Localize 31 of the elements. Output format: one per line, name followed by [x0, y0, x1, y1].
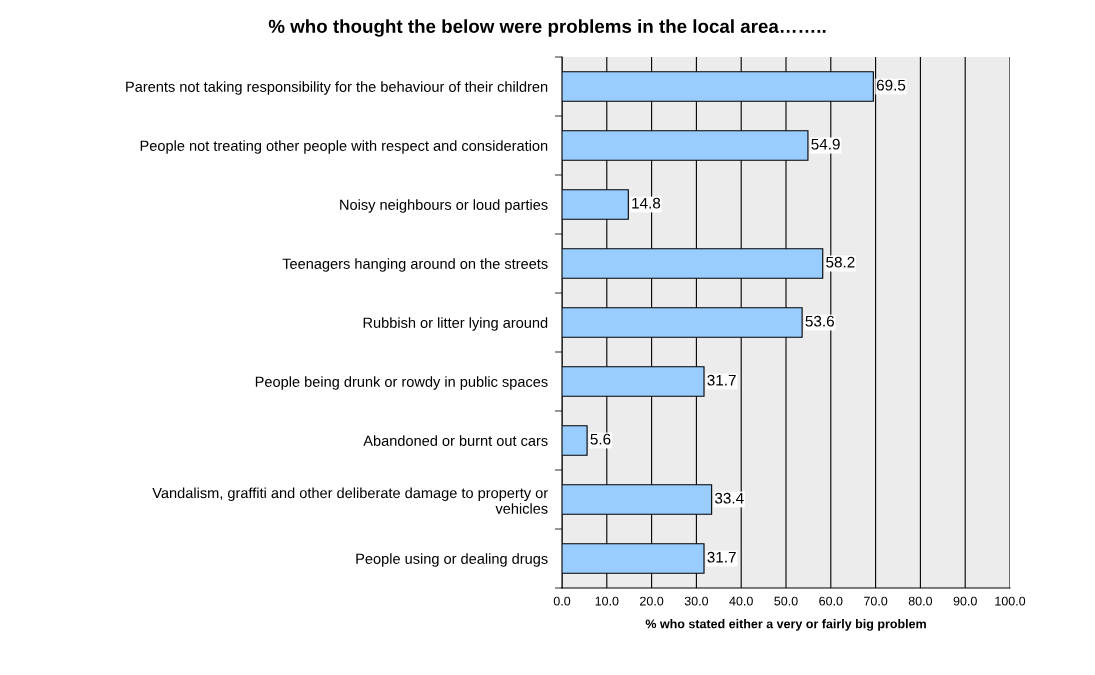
x-tick-label: 70.0 [864, 596, 888, 606]
y-tick-label: Rubbish or litter lying around [363, 317, 548, 331]
y-tick-label: Noisy neighbours or loud parties [340, 199, 548, 213]
x-tick-label: 90.0 [953, 596, 977, 606]
x-tick-label: 10.0 [595, 596, 619, 606]
x-tick-label: 50.0 [774, 596, 798, 606]
y-tick-label: People using or dealing drugs [356, 553, 548, 567]
y-tick-label: Abandoned or burnt out cars [363, 435, 548, 446]
y-tick-label: Teenagers hanging around on the streets [282, 258, 548, 272]
x-tick-label: 100.0 [995, 596, 1026, 606]
data-label: 54.9 [811, 138, 840, 150]
x-tick-label: 20.0 [640, 596, 664, 606]
y-tick-label: People not treating other people with respect and consideration [140, 140, 548, 154]
data-label: 58.2 [826, 256, 855, 268]
data-label: 53.6 [805, 315, 834, 327]
data-label: 31.7 [707, 551, 736, 563]
data-label: 69.5 [876, 79, 906, 91]
y-tick-label: People being drunk or rowdy in public spaces [255, 376, 548, 390]
y-tick-label: Vandalism, graffiti and other deliberate damage to property or vehicles [152, 487, 548, 514]
x-tick-label: 80.0 [908, 596, 933, 606]
x-tick-label: 30.0 [684, 596, 709, 606]
data-label: 31.7 [707, 374, 736, 386]
data-label: 5.6 [590, 433, 611, 445]
y-tick-label: Parents not taking responsibility for the behaviour of their children [126, 81, 548, 95]
x-axis-title: % who stated either a very or fairly big problem [645, 619, 926, 631]
chart-title: % who thought the below were problems in the local area…….. [268, 19, 826, 37]
x-tick-label: 60.0 [819, 596, 843, 606]
data-label: 33.4 [714, 492, 744, 504]
x-tick-label: 40.0 [729, 596, 753, 606]
data-label: 14.8 [632, 197, 661, 209]
x-tick-label: 0.0 [553, 596, 571, 606]
